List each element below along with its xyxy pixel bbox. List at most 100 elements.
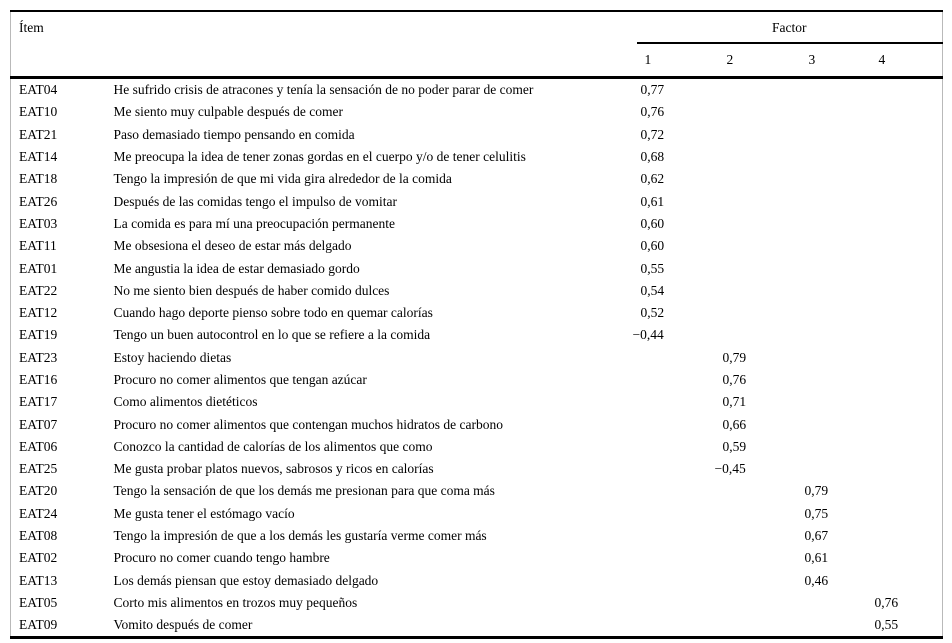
item-code-cell: EAT12 — [19, 305, 58, 321]
factor-4-cell — [871, 391, 943, 413]
factor-2-cell — [719, 190, 801, 212]
factor-1-cell: 0,68 — [640, 149, 665, 165]
factor-4-cell — [871, 124, 943, 146]
item-text-cell: Tengo un buen autocontrol en lo que se r… — [113, 327, 431, 343]
factor-4-cell — [871, 480, 943, 502]
factor-2-cell — [719, 124, 801, 146]
table-row: EAT25 Me gusta probar platos nuevos, sabr… — [11, 458, 943, 480]
item-code-cell: EAT16 — [19, 372, 58, 387]
factor-3-cell — [801, 592, 871, 614]
factor-3-cell — [801, 369, 871, 391]
factor-1-cell: 0,60 — [640, 215, 665, 231]
factor-4-cell — [871, 570, 943, 592]
item-text-cell: Me angustia la idea de estar demasiado g… — [113, 260, 360, 276]
factor-1-cell: 0,62 — [640, 171, 665, 187]
factor-1-cell — [637, 570, 719, 592]
factor-4-cell — [871, 146, 943, 168]
item-text-cell: Tengo la impresión de que mi vida gira a… — [113, 171, 452, 187]
factor-group-header: Factor — [636, 11, 943, 44]
factor-1-cell — [637, 480, 719, 502]
table-row: EAT14 Me preocupa la idea de tener zonas … — [11, 146, 943, 168]
factor-3-cell: 0,46 — [804, 572, 829, 588]
factor-1-cell — [637, 391, 719, 413]
item-code-cell: EAT11 — [19, 238, 57, 254]
factor-4-cell — [871, 78, 943, 102]
factor-column-header-4: 4 — [870, 43, 943, 79]
factor-3-cell — [801, 124, 871, 146]
item-text-cell: Cuando hago deporte pienso sobre todo en… — [113, 305, 433, 321]
item-column-header: Ítem — [10, 11, 637, 79]
factor-3-cell: 0,61 — [804, 550, 829, 566]
table-row: EAT01 Me angustia la idea de estar demasi… — [11, 257, 943, 279]
factor-4-cell — [871, 458, 943, 480]
item-text-cell: Procuro no comer cuando tengo hambre — [113, 550, 330, 566]
item-text-cell: Después de las comidas tengo el impulso … — [113, 193, 397, 209]
item-code-cell: EAT19 — [19, 327, 58, 343]
factor-2-cell — [719, 570, 801, 592]
table-row: EAT22 No me siento bien después de haber … — [11, 280, 943, 302]
factor-3-cell — [801, 257, 871, 279]
factor-3-cell — [801, 324, 871, 346]
factor-column-header-1: 1 — [636, 43, 719, 79]
factor-4-cell — [871, 280, 943, 302]
item-code-cell: EAT23 — [19, 349, 58, 365]
factor-column-header-3: 3 — [800, 43, 871, 79]
table-row: EAT11 Me obsesiona el deseo de estar más … — [11, 235, 943, 257]
item-text-cell: Conozco la cantidad de calorías de los a… — [113, 438, 433, 454]
item-code-cell: EAT26 — [19, 193, 58, 209]
item-text-cell: Tengo la impresión de que a los demás le… — [113, 528, 487, 544]
table-row: EAT20 Tengo la sensación de que los demás… — [11, 480, 943, 502]
item-code-cell: EAT21 — [19, 126, 58, 142]
factor-4-cell — [871, 235, 943, 257]
item-text-cell: Me preocupa la idea de tener zonas gorda… — [113, 149, 526, 165]
factor-1-cell: −0,44 — [632, 327, 664, 343]
factor-1-cell — [637, 525, 719, 547]
factor-3-cell — [801, 168, 871, 190]
item-code-cell: EAT01 — [19, 260, 58, 276]
item-code-cell: EAT06 — [19, 438, 58, 454]
factor-1-cell — [637, 436, 719, 458]
factor-2-cell: 0,59 — [722, 438, 747, 454]
table-row: EAT10 Me siento muy culpable después de c… — [11, 101, 943, 123]
factor-1-cell — [637, 413, 719, 435]
table-header: Ítem Factor 1 2 3 4 — [10, 11, 943, 79]
table-row: EAT08 Tengo la impresión de que a los dem… — [11, 525, 943, 547]
factor-2-cell — [719, 78, 801, 102]
factor-3-cell — [801, 436, 871, 458]
header-row-factor-numbers: 1 2 3 4 — [11, 43, 943, 79]
item-text-cell: He sufrido crisis de atracones y tenía l… — [113, 82, 534, 98]
item-text-cell: Me gusta tener el estómago vacío — [113, 505, 295, 521]
factor-2-cell — [719, 302, 801, 324]
item-code-cell: EAT17 — [19, 394, 58, 410]
table-row: EAT04 He sufrido crisis de atracones y te… — [11, 78, 943, 102]
item-text-cell: Estoy haciendo dietas — [113, 349, 232, 365]
factor-3-cell — [801, 413, 871, 435]
factor-2-cell — [719, 146, 801, 168]
item-text-cell: Corto mis alimentos en trozos muy pequeñ… — [113, 594, 358, 610]
table-row: EAT26 Después de las comidas tengo el imp… — [11, 190, 943, 212]
factor-1-cell — [637, 503, 719, 525]
item-text-cell: Me siento muy culpable después de comer — [113, 104, 343, 120]
item-text-cell: Vomito después de comer — [113, 617, 253, 633]
factor-2-cell: 0,76 — [722, 372, 747, 387]
factor-2-cell — [719, 547, 801, 569]
item-code-cell: EAT02 — [19, 550, 58, 566]
factor-4-cell — [871, 436, 943, 458]
table-row: EAT13 Los demás piensan que estoy demasia… — [11, 570, 943, 592]
item-text-cell: Como alimentos dietéticos — [113, 394, 258, 410]
factor-3-cell — [801, 347, 871, 369]
table-row: EAT02 Procuro no comer cuando tengo hambr… — [11, 547, 943, 569]
factor-2-cell: 0,71 — [722, 394, 747, 410]
factor-2-cell — [719, 280, 801, 302]
table-row: EAT03 La comida es para mí una preocupaci… — [11, 213, 943, 235]
item-code-cell: EAT05 — [19, 594, 58, 610]
factor-column-header-2: 2 — [718, 43, 801, 79]
factor-1-cell — [637, 614, 719, 638]
table-row: EAT12 Cuando hago deporte pienso sobre to… — [11, 302, 943, 324]
factor-2-cell — [719, 235, 801, 257]
header-row-groups: Ítem Factor — [10, 11, 943, 79]
factor-4-cell: 0,76 — [874, 594, 899, 610]
factor-1-cell: 0,55 — [640, 260, 665, 276]
factor-3-cell — [801, 78, 871, 102]
table-row: EAT07 Procuro no comer alimentos que cont… — [11, 413, 943, 435]
